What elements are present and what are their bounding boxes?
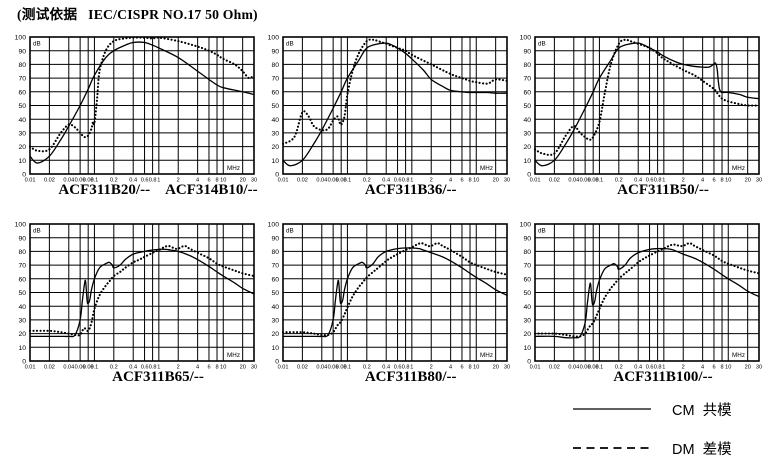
svg-text:80: 80 — [18, 249, 26, 256]
svg-text:60: 60 — [523, 89, 531, 96]
svg-text:MHz: MHz — [732, 165, 745, 172]
svg-text:0.01: 0.01 — [25, 365, 36, 371]
svg-text:90: 90 — [523, 235, 531, 242]
svg-text:0.01: 0.01 — [25, 177, 36, 183]
svg-text:50: 50 — [18, 103, 26, 110]
svg-text:50: 50 — [271, 290, 279, 297]
svg-text:20: 20 — [18, 331, 26, 338]
svg-text:70: 70 — [523, 75, 531, 82]
svg-text:90: 90 — [271, 235, 279, 242]
svg-text:40: 40 — [18, 304, 26, 311]
svg-text:100: 100 — [268, 222, 279, 229]
svg-text:80: 80 — [523, 62, 531, 69]
svg-text:100: 100 — [520, 35, 531, 42]
svg-text:20: 20 — [271, 144, 279, 151]
svg-text:70: 70 — [18, 263, 26, 270]
svg-text:20: 20 — [271, 331, 279, 338]
svg-text:dB: dB — [33, 228, 41, 235]
svg-text:40: 40 — [523, 304, 531, 311]
svg-text:30: 30 — [18, 130, 26, 137]
svg-text:0.01: 0.01 — [277, 177, 288, 183]
svg-text:100: 100 — [520, 222, 531, 229]
svg-text:50: 50 — [523, 290, 531, 297]
svg-text:50: 50 — [271, 103, 279, 110]
svg-text:70: 70 — [18, 75, 26, 82]
svg-text:30: 30 — [271, 318, 279, 325]
svg-text:70: 70 — [271, 263, 279, 270]
svg-text:90: 90 — [18, 235, 26, 242]
svg-text:20: 20 — [523, 144, 531, 151]
svg-text:dB: dB — [33, 40, 41, 47]
svg-text:100: 100 — [15, 35, 26, 42]
svg-text:10: 10 — [271, 158, 279, 165]
svg-text:MHz: MHz — [732, 352, 745, 359]
svg-text:10: 10 — [271, 345, 279, 352]
svg-text:60: 60 — [271, 276, 279, 283]
svg-text:MHz: MHz — [227, 352, 240, 359]
svg-text:100: 100 — [15, 222, 26, 229]
svg-text:30: 30 — [523, 130, 531, 137]
svg-text:MHz: MHz — [480, 352, 493, 359]
svg-text:40: 40 — [271, 117, 279, 124]
svg-text:30: 30 — [18, 318, 26, 325]
svg-text:80: 80 — [271, 249, 279, 256]
svg-text:90: 90 — [271, 48, 279, 55]
svg-text:10: 10 — [523, 158, 531, 165]
svg-text:60: 60 — [18, 89, 26, 96]
svg-text:80: 80 — [523, 249, 531, 256]
svg-text:50: 50 — [523, 103, 531, 110]
svg-text:80: 80 — [271, 62, 279, 69]
svg-text:MHz: MHz — [227, 165, 240, 172]
svg-text:20: 20 — [18, 144, 26, 151]
svg-text:30: 30 — [271, 130, 279, 137]
svg-text:dB: dB — [286, 228, 294, 235]
svg-text:30: 30 — [523, 318, 531, 325]
svg-text:MHz: MHz — [480, 165, 493, 172]
svg-text:10: 10 — [18, 158, 26, 165]
svg-text:80: 80 — [18, 62, 26, 69]
svg-text:20: 20 — [523, 331, 531, 338]
svg-text:40: 40 — [271, 304, 279, 311]
svg-text:dB: dB — [538, 40, 546, 47]
svg-text:dB: dB — [286, 40, 294, 47]
svg-text:0.01: 0.01 — [277, 365, 288, 371]
svg-text:60: 60 — [271, 89, 279, 96]
svg-text:40: 40 — [18, 117, 26, 124]
svg-text:90: 90 — [18, 48, 26, 55]
svg-text:70: 70 — [271, 75, 279, 82]
svg-text:70: 70 — [523, 263, 531, 270]
svg-text:10: 10 — [523, 345, 531, 352]
svg-text:0.01: 0.01 — [530, 365, 541, 371]
svg-text:0.01: 0.01 — [530, 177, 541, 183]
svg-text:50: 50 — [18, 290, 26, 297]
svg-text:40: 40 — [523, 117, 531, 124]
svg-text:60: 60 — [523, 276, 531, 283]
svg-text:90: 90 — [523, 48, 531, 55]
svg-text:10: 10 — [18, 345, 26, 352]
svg-text:dB: dB — [538, 228, 546, 235]
svg-text:100: 100 — [268, 35, 279, 42]
svg-text:60: 60 — [18, 276, 26, 283]
